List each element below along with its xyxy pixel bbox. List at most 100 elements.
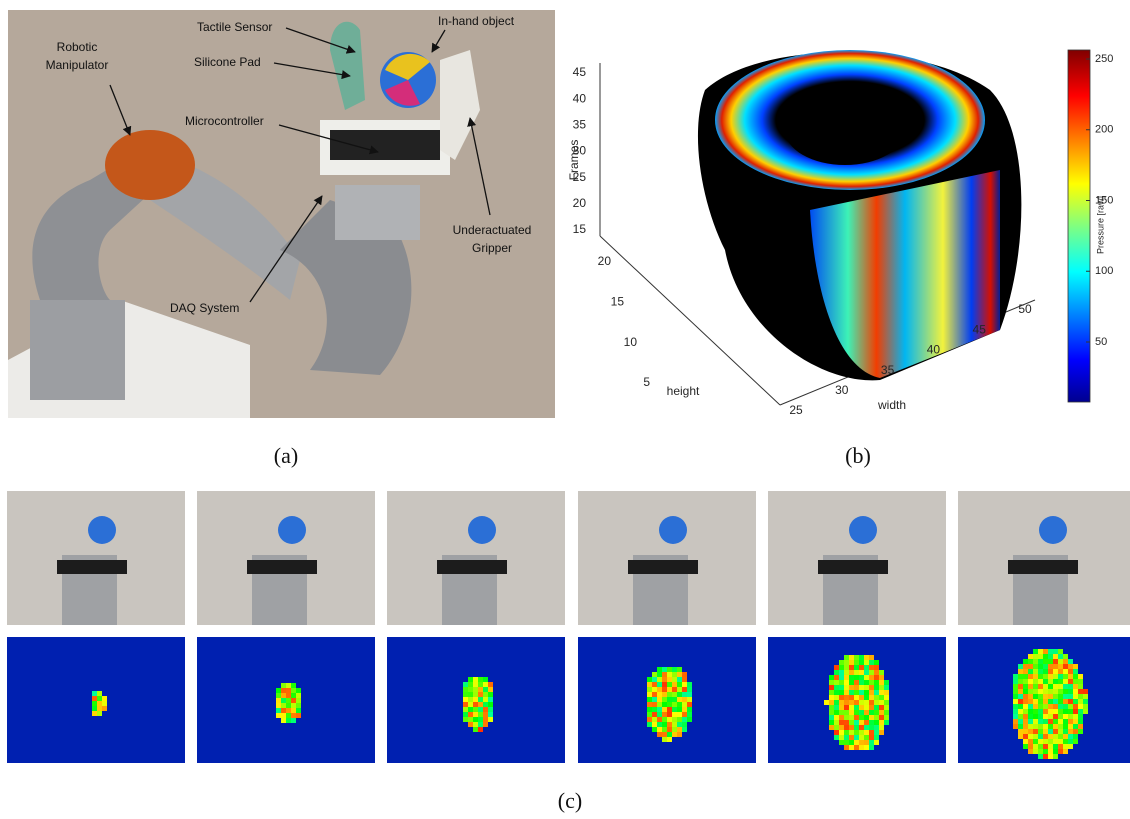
heat-cell [1048, 659, 1053, 664]
heat-cell [1023, 684, 1028, 689]
heat-cell [276, 708, 281, 713]
heat-cell [834, 665, 839, 670]
y-tick-label: 15 [611, 295, 625, 309]
heat-cell [488, 717, 493, 722]
heat-cell [1053, 694, 1058, 699]
heat-cell [874, 680, 879, 685]
heat-cell [657, 687, 662, 692]
heat-cell [1038, 649, 1043, 654]
heat-cell [1068, 739, 1073, 744]
heat-cell [839, 705, 844, 710]
heat-cell [281, 698, 286, 703]
heat-cell [286, 708, 291, 713]
heat-cell [879, 695, 884, 700]
heat-cell [1053, 729, 1058, 734]
heat-cell [468, 682, 473, 687]
heat-cell [879, 700, 884, 705]
heat-cell [488, 702, 493, 707]
heat-cell [483, 702, 488, 707]
x-tick-label: 50 [1018, 302, 1032, 316]
frame-ball [849, 516, 877, 544]
heat-cell [483, 692, 488, 697]
frame-gripper [247, 560, 317, 574]
heat-cell [672, 677, 677, 682]
heat-cell [854, 690, 859, 695]
heat-cell [276, 698, 281, 703]
heat-cell [1028, 694, 1033, 699]
heat-cell [869, 720, 874, 725]
heat-cell [1028, 679, 1033, 684]
x-tick-label: 25 [789, 403, 803, 417]
heat-cell [97, 696, 102, 701]
heat-cell [677, 667, 682, 672]
heat-cell [879, 670, 884, 675]
heat-cell [839, 665, 844, 670]
heat-cell [1033, 669, 1038, 674]
heat-cell [1068, 729, 1073, 734]
heat-cell [864, 685, 869, 690]
heat-cell [682, 682, 687, 687]
heat-cell [652, 692, 657, 697]
heat-cell [677, 717, 682, 722]
heat-cell [296, 713, 301, 718]
heat-cell [1018, 709, 1023, 714]
heat-cell [834, 685, 839, 690]
caption: (c) [558, 788, 582, 813]
heat-cell [488, 697, 493, 702]
heat-cell [687, 687, 692, 692]
heat-cell [1048, 744, 1053, 749]
heat-cell [1048, 684, 1053, 689]
colorbar-tick-label: 100 [1095, 265, 1113, 277]
heat-cell [1038, 714, 1043, 719]
x-tick-label: 35 [881, 363, 895, 377]
z-axis-label: Frames [567, 140, 581, 181]
heat-cell [478, 687, 483, 692]
heat-cell [468, 687, 473, 692]
heat-cell [1028, 674, 1033, 679]
heat-cell [1068, 724, 1073, 729]
heat-cell [859, 730, 864, 735]
heat-cell [657, 717, 662, 722]
heat-cell [1063, 684, 1068, 689]
heat-cell [687, 717, 692, 722]
heat-cell [662, 677, 667, 682]
heat-cell [1083, 699, 1088, 704]
heat-cell [1048, 704, 1053, 709]
heat-cell [657, 727, 662, 732]
heat-cell [884, 690, 889, 695]
heat-cell [1028, 744, 1033, 749]
heat-cell [1023, 694, 1028, 699]
heat-cell [1058, 744, 1063, 749]
heat-cell [291, 713, 296, 718]
heat-cell [829, 725, 834, 730]
heat-cell [1073, 719, 1078, 724]
heat-cell [478, 697, 483, 702]
heat-cell [1073, 714, 1078, 719]
heat-cell [682, 692, 687, 697]
heat-cell [677, 707, 682, 712]
heat-cell [1058, 704, 1063, 709]
heat-cell [1063, 699, 1068, 704]
heat-cell [677, 672, 682, 677]
heat-cell [1013, 684, 1018, 689]
heat-cell [677, 727, 682, 732]
heat-cell [657, 707, 662, 712]
heat-cell [849, 720, 854, 725]
heat-cell [276, 713, 281, 718]
heat-cell [1013, 724, 1018, 729]
heat-cell [834, 680, 839, 685]
heat-cell [869, 725, 874, 730]
heat-cell [834, 715, 839, 720]
heat-cell [859, 740, 864, 745]
heat-cell [1038, 654, 1043, 659]
heat-cell [1053, 654, 1058, 659]
heat-cell [884, 705, 889, 710]
heat-cell [1033, 744, 1038, 749]
heat-cell [1028, 724, 1033, 729]
frame-ball [88, 516, 116, 544]
heat-cell [869, 745, 874, 750]
heat-cell [473, 702, 478, 707]
heat-cell [839, 730, 844, 735]
heat-cell [849, 660, 854, 665]
heat-cell [468, 717, 473, 722]
